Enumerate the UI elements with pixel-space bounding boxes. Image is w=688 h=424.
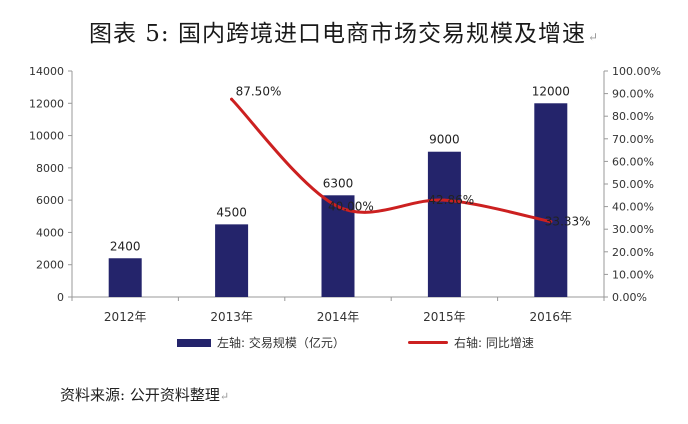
right-tick-label: 10.00% — [612, 268, 654, 281]
growth-point — [442, 198, 446, 202]
right-tick-label: 60.00% — [612, 155, 654, 168]
right-tick-label: 20.00% — [612, 246, 654, 259]
chart-legend: 左轴: 交易规模（亿元） 右轴: 同比增速 — [0, 334, 688, 356]
growth-point — [549, 220, 553, 224]
source-note: 资料来源: 公开资料整理↵ — [60, 384, 229, 405]
right-tick-label: 50.00% — [612, 178, 654, 191]
x-tick-label: 2015年 — [423, 310, 466, 324]
right-tick-label: 90.00% — [612, 88, 654, 101]
legend-line-label: 右轴: 同比增速 — [454, 336, 534, 350]
legend-bar-swatch — [177, 338, 211, 347]
bar — [108, 258, 142, 297]
left-tick-label: 14000 — [29, 65, 64, 78]
bar-value-label: 4500 — [216, 205, 247, 219]
growth-point — [230, 97, 234, 101]
x-tick-label: 2014年 — [317, 310, 360, 324]
paragraph-mark-icon: ↵ — [587, 30, 600, 44]
bar-value-label: 9000 — [429, 133, 460, 147]
growth-line — [230, 97, 553, 224]
paragraph-mark-icon: ↵ — [219, 390, 230, 403]
left-tick-label: 6000 — [36, 194, 64, 207]
line-value-label: 42.86% — [428, 193, 474, 207]
right-tick-label: 0.00% — [612, 291, 647, 304]
legend-item-line: 右轴: 同比增速 — [408, 334, 534, 351]
bar — [215, 224, 249, 297]
left-tick-label: 12000 — [29, 97, 64, 110]
left-tick-label: 8000 — [36, 162, 64, 175]
legend-line-swatch — [408, 341, 448, 344]
x-tick-label: 2012年 — [104, 310, 147, 324]
right-tick-label: 80.00% — [612, 110, 654, 123]
chart-canvas: 0 2000 4000 6000 8000 10000 12000 14000 0.00% 10.… — [29, 65, 661, 324]
bar — [427, 151, 461, 297]
line-value-label: 33.33% — [545, 215, 591, 229]
x-tick-label: 2013年 — [210, 310, 253, 324]
bar — [321, 195, 355, 297]
right-tick-label: 100.00% — [612, 65, 661, 78]
line-value-label: 87.50% — [236, 84, 282, 98]
right-tick-label: 70.00% — [612, 133, 654, 146]
line-value-label: 40.00% — [328, 200, 374, 214]
x-tick-label: 2016年 — [530, 310, 573, 324]
right-tick-label: 40.00% — [612, 201, 654, 214]
left-tick-label: 0 — [57, 291, 64, 304]
legend-bar-label: 左轴: 交易规模（亿元） — [217, 336, 345, 350]
bar — [534, 103, 568, 298]
bar-value-label: 6300 — [323, 176, 354, 190]
growth-point — [336, 205, 340, 209]
bar-value-label: 2400 — [110, 239, 141, 253]
left-tick-label: 10000 — [29, 130, 64, 143]
source-text: 资料来源: 公开资料整理 — [60, 386, 220, 404]
right-tick-label: 30.00% — [612, 223, 654, 236]
legend-item-bar: 左轴: 交易规模（亿元） — [177, 334, 345, 351]
left-tick-label: 2000 — [36, 259, 64, 272]
chart-title-text: 图表 5: 国内跨境进口电商市场交易规模及增速 — [88, 21, 586, 47]
left-tick-label: 4000 — [36, 226, 64, 239]
chart-title: 图表 5: 国内跨境进口电商市场交易规模及增速 ↵ — [0, 14, 688, 48]
bar-value-label: 12000 — [532, 84, 570, 98]
